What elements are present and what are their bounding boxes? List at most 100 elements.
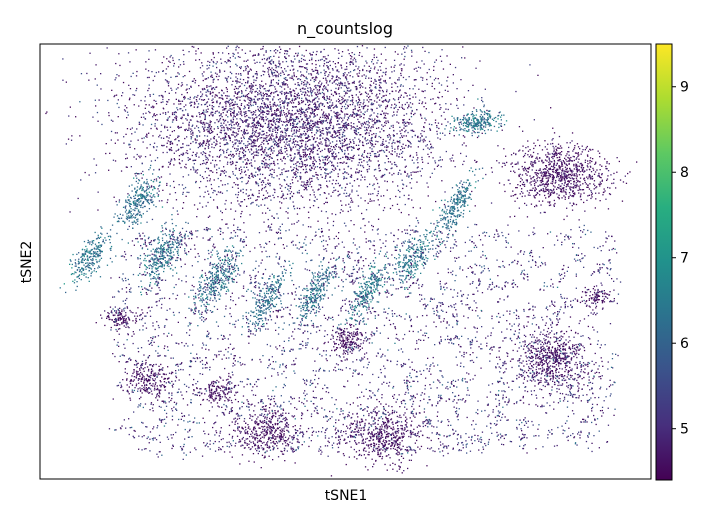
scatter-point xyxy=(370,103,373,105)
scatter-point xyxy=(130,166,132,168)
scatter-point xyxy=(349,158,351,161)
scatter-point xyxy=(241,95,243,98)
scatter-point xyxy=(190,105,192,107)
scatter-point xyxy=(253,151,255,153)
scatter-point xyxy=(326,80,328,82)
scatter-point xyxy=(319,150,322,153)
scatter-point xyxy=(452,154,454,156)
scatter-point xyxy=(214,88,216,90)
scatter-point xyxy=(385,108,387,110)
scatter-point xyxy=(278,62,280,64)
scatter-point xyxy=(352,139,354,141)
scatter-point xyxy=(306,123,309,125)
scatter-point xyxy=(281,90,283,93)
scatter-point xyxy=(318,104,320,106)
scatter-point xyxy=(117,116,119,118)
scatter-point xyxy=(380,195,382,197)
scatter-point xyxy=(422,139,424,141)
scatter-point xyxy=(281,160,283,162)
scatter-point xyxy=(505,246,507,248)
scatter-point xyxy=(285,97,287,99)
scatter-point xyxy=(302,133,304,135)
scatter-point xyxy=(179,108,181,110)
scatter-point xyxy=(537,74,539,76)
scatter-point xyxy=(299,178,302,180)
scatter-point xyxy=(176,210,178,212)
scatter-point xyxy=(309,153,311,156)
scatter-point xyxy=(247,76,249,79)
scatter-point xyxy=(118,75,120,77)
scatter-point xyxy=(317,121,319,123)
scatter-point xyxy=(400,72,402,75)
scatter-point xyxy=(268,75,270,77)
scatter-point xyxy=(352,109,354,111)
scatter-point xyxy=(46,111,48,113)
scatter-point xyxy=(386,89,388,91)
scatter-point xyxy=(241,176,243,179)
scatter-point xyxy=(396,153,398,155)
scatter-point xyxy=(438,159,440,162)
scatter-point xyxy=(424,117,426,119)
scatter-point xyxy=(285,113,287,115)
scatter-point xyxy=(265,190,267,192)
scatter-point xyxy=(410,143,412,145)
scatter-point xyxy=(275,114,277,116)
scatter-point xyxy=(157,188,159,190)
scatter-point xyxy=(281,135,284,137)
scatter-point xyxy=(412,171,414,173)
scatter-point xyxy=(344,84,346,86)
scatter-point xyxy=(231,112,234,114)
scatter-point xyxy=(268,134,271,136)
scatter-point xyxy=(405,113,408,115)
scatter-point xyxy=(338,152,340,154)
scatter-point xyxy=(438,97,440,99)
scatter-point xyxy=(171,89,173,91)
scatter-point xyxy=(298,152,300,154)
scatter-point xyxy=(390,153,392,155)
scatter-point xyxy=(213,78,215,80)
scatter-point xyxy=(299,158,302,160)
scatter-point xyxy=(261,160,263,162)
scatter-point xyxy=(353,126,355,129)
scatter-point xyxy=(252,55,254,57)
scatter-point xyxy=(305,76,307,78)
scatter-point xyxy=(380,87,382,89)
scatter-point xyxy=(339,169,341,171)
scatter-point xyxy=(213,189,215,192)
scatter-point xyxy=(223,152,225,154)
scatter-point xyxy=(296,144,298,146)
scatter-point xyxy=(208,126,211,128)
scatter-point xyxy=(96,84,98,86)
scatter-point xyxy=(331,134,333,136)
scatter-point xyxy=(237,52,239,54)
scatter-point xyxy=(327,149,330,151)
scatter-point xyxy=(267,154,270,156)
scatter-point xyxy=(132,94,134,96)
scatter-point xyxy=(250,164,253,166)
scatter-point xyxy=(302,91,304,93)
scatter-point xyxy=(433,223,435,225)
scatter-point xyxy=(229,60,231,63)
scatter-point xyxy=(346,128,348,130)
scatter-point xyxy=(323,48,325,51)
scatter-point xyxy=(239,113,241,115)
scatter-point xyxy=(376,156,378,158)
scatter-point xyxy=(284,50,286,52)
scatter-point xyxy=(405,122,407,124)
scatter-point xyxy=(259,114,261,116)
scatter-point xyxy=(221,170,224,172)
scatter-point xyxy=(371,126,373,128)
scatter-point xyxy=(368,70,370,72)
scatter-point xyxy=(291,65,293,67)
scatter-point xyxy=(220,58,222,60)
scatter-point xyxy=(185,109,187,111)
scatter-point xyxy=(243,149,245,152)
scatter-point xyxy=(440,84,443,86)
scatter-point xyxy=(309,129,312,131)
scatter-point xyxy=(208,64,211,66)
scatter-point xyxy=(182,114,184,116)
scatter-point xyxy=(397,53,399,55)
scatter-point xyxy=(337,57,340,59)
scatter-point xyxy=(240,137,242,139)
scatter-point xyxy=(292,126,294,129)
